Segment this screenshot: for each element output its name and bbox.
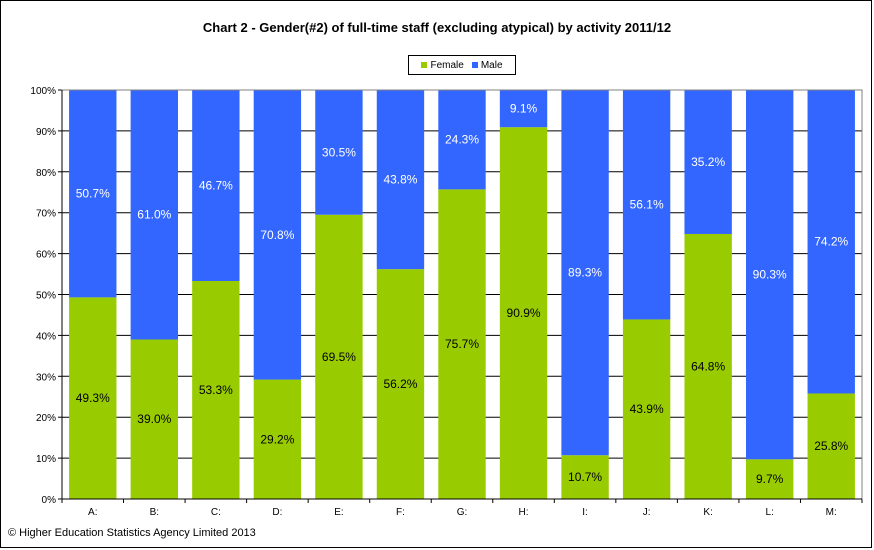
copyright-text: © Higher Education Statistics Agency Lim… xyxy=(8,527,256,539)
data-label-female: 75.7% xyxy=(445,337,479,351)
bar-female xyxy=(807,393,855,499)
y-tick-label: 80% xyxy=(36,168,56,179)
legend: Female Male xyxy=(408,55,516,75)
bar-male xyxy=(130,90,178,340)
data-label-female: 69.5% xyxy=(322,350,356,364)
bar-male xyxy=(622,90,671,320)
bar-female xyxy=(69,297,117,499)
data-label-male: 35.2% xyxy=(691,155,725,169)
y-tick-label: 100% xyxy=(30,86,56,97)
bar-female xyxy=(253,379,302,499)
bar-male xyxy=(376,90,425,270)
legend-item-male: Male xyxy=(471,59,503,71)
data-label-male: 74.2% xyxy=(814,235,848,249)
y-tick-label: 10% xyxy=(36,454,56,465)
data-label-male: 24.3% xyxy=(445,133,479,147)
y-tick-label: 60% xyxy=(36,250,56,261)
bar-female xyxy=(192,281,240,499)
data-label-female: 10.7% xyxy=(568,470,602,484)
y-tick-label: 70% xyxy=(36,209,56,220)
bar-male xyxy=(807,90,855,394)
data-label-female: 53.3% xyxy=(199,383,233,397)
x-tick-label: J: xyxy=(643,507,651,518)
x-tick-label: M: xyxy=(826,507,837,518)
y-tick-label: 20% xyxy=(36,413,56,424)
data-label-female: 49.3% xyxy=(76,391,110,405)
y-tick-label: 0% xyxy=(42,495,57,506)
bar-female xyxy=(499,127,548,500)
data-label-male: 43.8% xyxy=(383,173,417,187)
bar-female xyxy=(561,455,609,499)
bar-male xyxy=(253,90,302,380)
x-tick-label: F: xyxy=(396,507,405,518)
data-label-male: 70.8% xyxy=(260,228,294,242)
bar-female xyxy=(438,189,486,499)
bar-male xyxy=(69,90,117,298)
data-label-male: 90.3% xyxy=(753,268,787,282)
x-tick-label: G: xyxy=(457,507,468,518)
chart-title: Chart 2 - Gender(#2) of full-time staff … xyxy=(202,20,672,35)
data-label-female: 64.8% xyxy=(691,359,725,373)
bar-female xyxy=(746,459,794,499)
data-label-female: 39.0% xyxy=(137,412,171,426)
x-tick-label: K: xyxy=(703,507,712,518)
data-label-male: 30.5% xyxy=(322,145,356,159)
bar-female xyxy=(622,319,671,499)
bar-female xyxy=(376,269,425,499)
bar-female xyxy=(315,214,363,499)
legend-item-female: Female xyxy=(421,59,464,71)
data-label-male: 89.3% xyxy=(568,266,602,280)
data-label-male: 56.1% xyxy=(630,198,664,212)
bar-male xyxy=(746,90,794,460)
data-label-male: 46.7% xyxy=(199,179,233,193)
data-label-female: 43.9% xyxy=(630,402,664,416)
x-tick-label: A: xyxy=(88,507,97,518)
x-tick-label: C: xyxy=(211,507,221,518)
data-label-female: 90.9% xyxy=(507,306,541,320)
x-tick-label: D: xyxy=(272,507,282,518)
legend-swatch-female xyxy=(421,62,428,68)
y-tick-label: 50% xyxy=(36,291,56,302)
legend-swatch-male xyxy=(471,62,478,68)
bar-male xyxy=(438,90,486,190)
bar-male xyxy=(315,90,363,215)
bar-male xyxy=(192,90,240,282)
bar-female xyxy=(684,233,732,499)
x-tick-label: E: xyxy=(334,507,343,518)
data-label-female: 56.2% xyxy=(383,377,417,391)
x-tick-label: L: xyxy=(766,507,774,518)
y-tick-label: 90% xyxy=(36,127,56,138)
bar-male xyxy=(684,90,732,234)
data-label-male: 61.0% xyxy=(137,208,171,222)
bar-female xyxy=(130,339,178,499)
data-label-female: 9.7% xyxy=(756,472,784,486)
bar-male xyxy=(561,90,609,456)
data-label-female: 25.8% xyxy=(814,439,848,453)
data-label-male: 50.7% xyxy=(76,187,110,201)
bar-male xyxy=(499,90,548,128)
data-label-female: 29.2% xyxy=(260,432,294,446)
x-tick-label: B: xyxy=(150,507,159,518)
y-tick-label: 30% xyxy=(36,372,56,383)
x-tick-label: H: xyxy=(519,507,529,518)
data-label-male: 9.1% xyxy=(510,102,538,116)
legend-label-female: Female xyxy=(430,59,464,71)
y-tick-label: 40% xyxy=(36,331,56,342)
x-tick-label: I: xyxy=(582,507,588,518)
legend-label-male: Male xyxy=(480,59,503,71)
